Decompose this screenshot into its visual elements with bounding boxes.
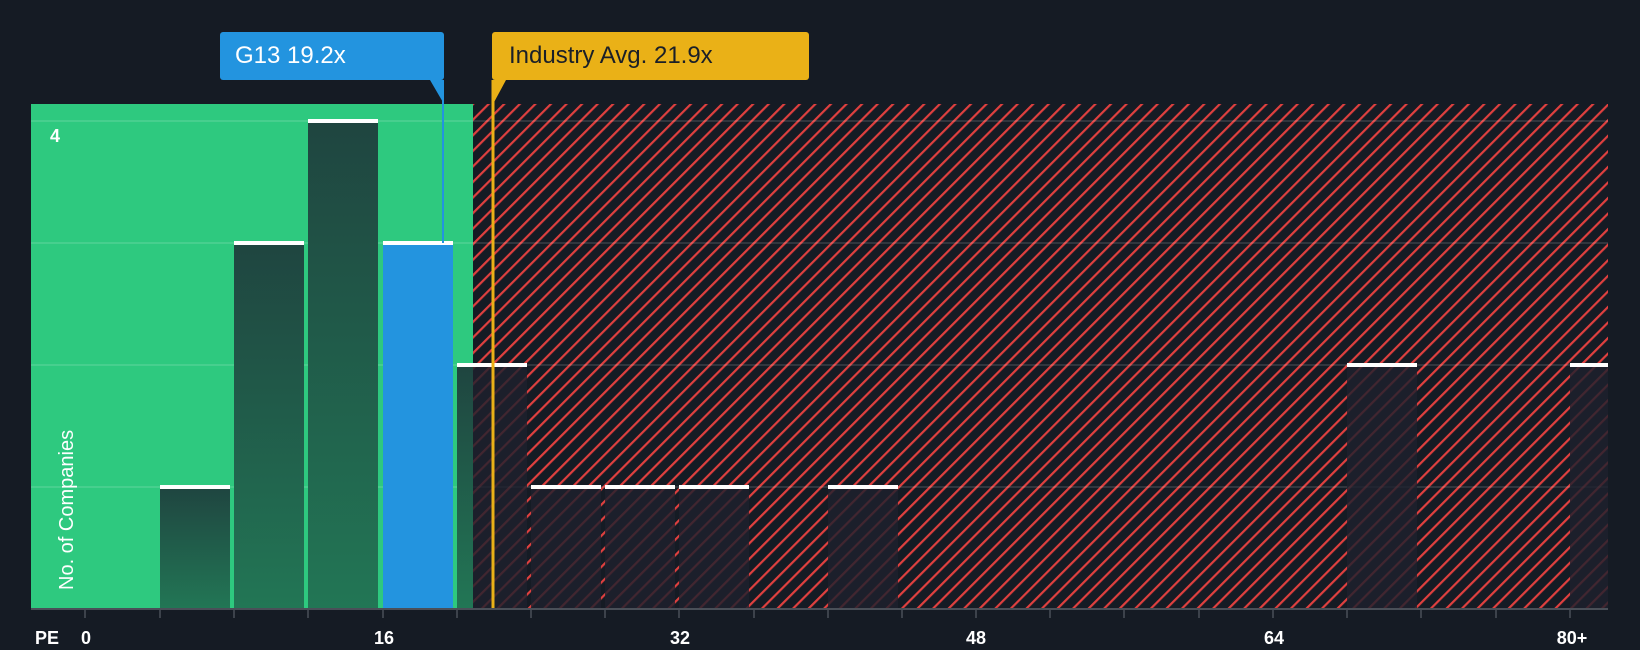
company-callout-pointer [430, 80, 444, 104]
bar[interactable] [605, 487, 675, 608]
bars-above-average [473, 365, 1608, 608]
bar[interactable] [679, 487, 749, 608]
bar[interactable] [234, 243, 304, 608]
company-pe-callout: G13 19.2x [220, 32, 444, 80]
bar[interactable] [828, 487, 898, 608]
bars-below-average [160, 121, 473, 608]
x-tick-48: 48 [965, 628, 987, 648]
x-tick-64: 64 [1263, 628, 1285, 648]
bar[interactable] [308, 121, 378, 608]
bar[interactable] [1347, 365, 1417, 608]
industry-callout-pointer [492, 80, 506, 106]
bar[interactable] [160, 487, 230, 608]
bar-caps [160, 119, 1608, 489]
bar[interactable] [531, 487, 601, 608]
y-axis-title: No. of Companies [56, 429, 78, 590]
bar-company-highlight[interactable] [383, 243, 453, 608]
x-axis-prefix: PE [34, 628, 60, 648]
bar[interactable] [473, 365, 527, 608]
x-tick-16: 16 [373, 628, 395, 648]
company-pe-label: G13 19.2x [235, 42, 346, 69]
bar[interactable] [457, 365, 473, 608]
x-axis-ticks [84, 609, 1571, 618]
industry-avg-callout: Industry Avg. 21.9x [492, 32, 809, 80]
x-tick-32: 32 [669, 628, 691, 648]
x-tick-0: 0 [80, 628, 92, 648]
x-tick-80-plus: 80+ [1556, 628, 1588, 648]
industry-avg-label: Industry Avg. 21.9x [509, 42, 713, 69]
bar[interactable] [1570, 365, 1608, 608]
y-tick-4: 4 [50, 126, 61, 146]
